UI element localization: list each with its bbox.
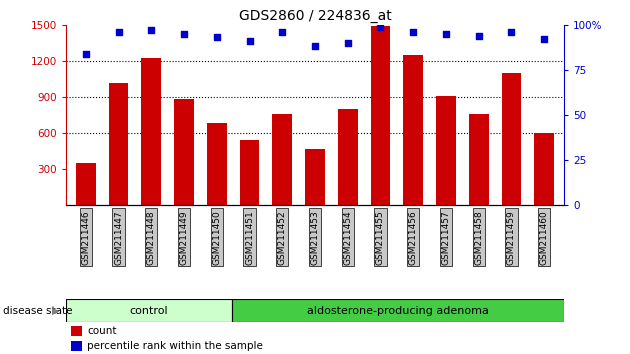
Point (375, 24, 386, 29)
Bar (370, 26, 391, 205)
Text: GDS2860 / 224836_at: GDS2860 / 224836_at (239, 9, 391, 23)
Text: GSM211452: GSM211452 (278, 210, 287, 265)
Point (507, 29, 517, 35)
Text: GSM211457: GSM211457 (442, 210, 450, 265)
Point (539, 36, 549, 42)
Bar (207, 124, 227, 205)
Bar (239, 140, 260, 205)
Point (441, 31, 451, 37)
Text: GSM211456: GSM211456 (409, 210, 418, 265)
Bar (403, 55, 423, 205)
Bar (436, 96, 455, 205)
Bar (71, 326, 82, 336)
Bar (76, 163, 96, 205)
Bar (66, 299, 232, 322)
Text: GSM211453: GSM211453 (311, 210, 319, 265)
Point (212, 35, 222, 40)
Text: GSM211454: GSM211454 (343, 210, 352, 265)
Text: count: count (87, 326, 117, 336)
Bar (534, 133, 554, 205)
Point (310, 44, 320, 49)
Point (113, 29, 123, 35)
Text: GSM211450: GSM211450 (212, 210, 221, 265)
Point (474, 33, 484, 39)
Text: GSM211458: GSM211458 (474, 210, 483, 265)
Text: GSM211449: GSM211449 (180, 210, 188, 265)
Text: GSM211460: GSM211460 (540, 210, 549, 265)
Text: GSM211447: GSM211447 (114, 210, 123, 265)
Bar (272, 114, 292, 205)
Bar (469, 114, 488, 205)
Bar (501, 73, 521, 205)
Bar (175, 99, 194, 205)
Text: aldosterone-producing adenoma: aldosterone-producing adenoma (307, 306, 489, 316)
Bar (232, 299, 564, 322)
Text: ▶: ▶ (52, 306, 59, 316)
Bar (338, 109, 358, 205)
Text: GSM211459: GSM211459 (507, 210, 516, 265)
Text: control: control (130, 306, 168, 316)
Point (179, 31, 189, 37)
Text: GSM211455: GSM211455 (376, 210, 385, 265)
Point (146, 27, 156, 33)
Point (408, 29, 418, 35)
Text: disease state: disease state (3, 306, 72, 316)
Point (277, 29, 287, 35)
Text: GSM211451: GSM211451 (245, 210, 254, 265)
Point (343, 40, 353, 46)
Point (81, 51, 91, 57)
Text: GSM211446: GSM211446 (81, 210, 90, 265)
Text: GSM211448: GSM211448 (147, 210, 156, 265)
Point (244, 38, 255, 44)
Text: percentile rank within the sample: percentile rank within the sample (87, 341, 263, 352)
Bar (142, 58, 161, 205)
Bar (305, 149, 325, 205)
Bar (71, 341, 82, 352)
Bar (109, 82, 129, 205)
